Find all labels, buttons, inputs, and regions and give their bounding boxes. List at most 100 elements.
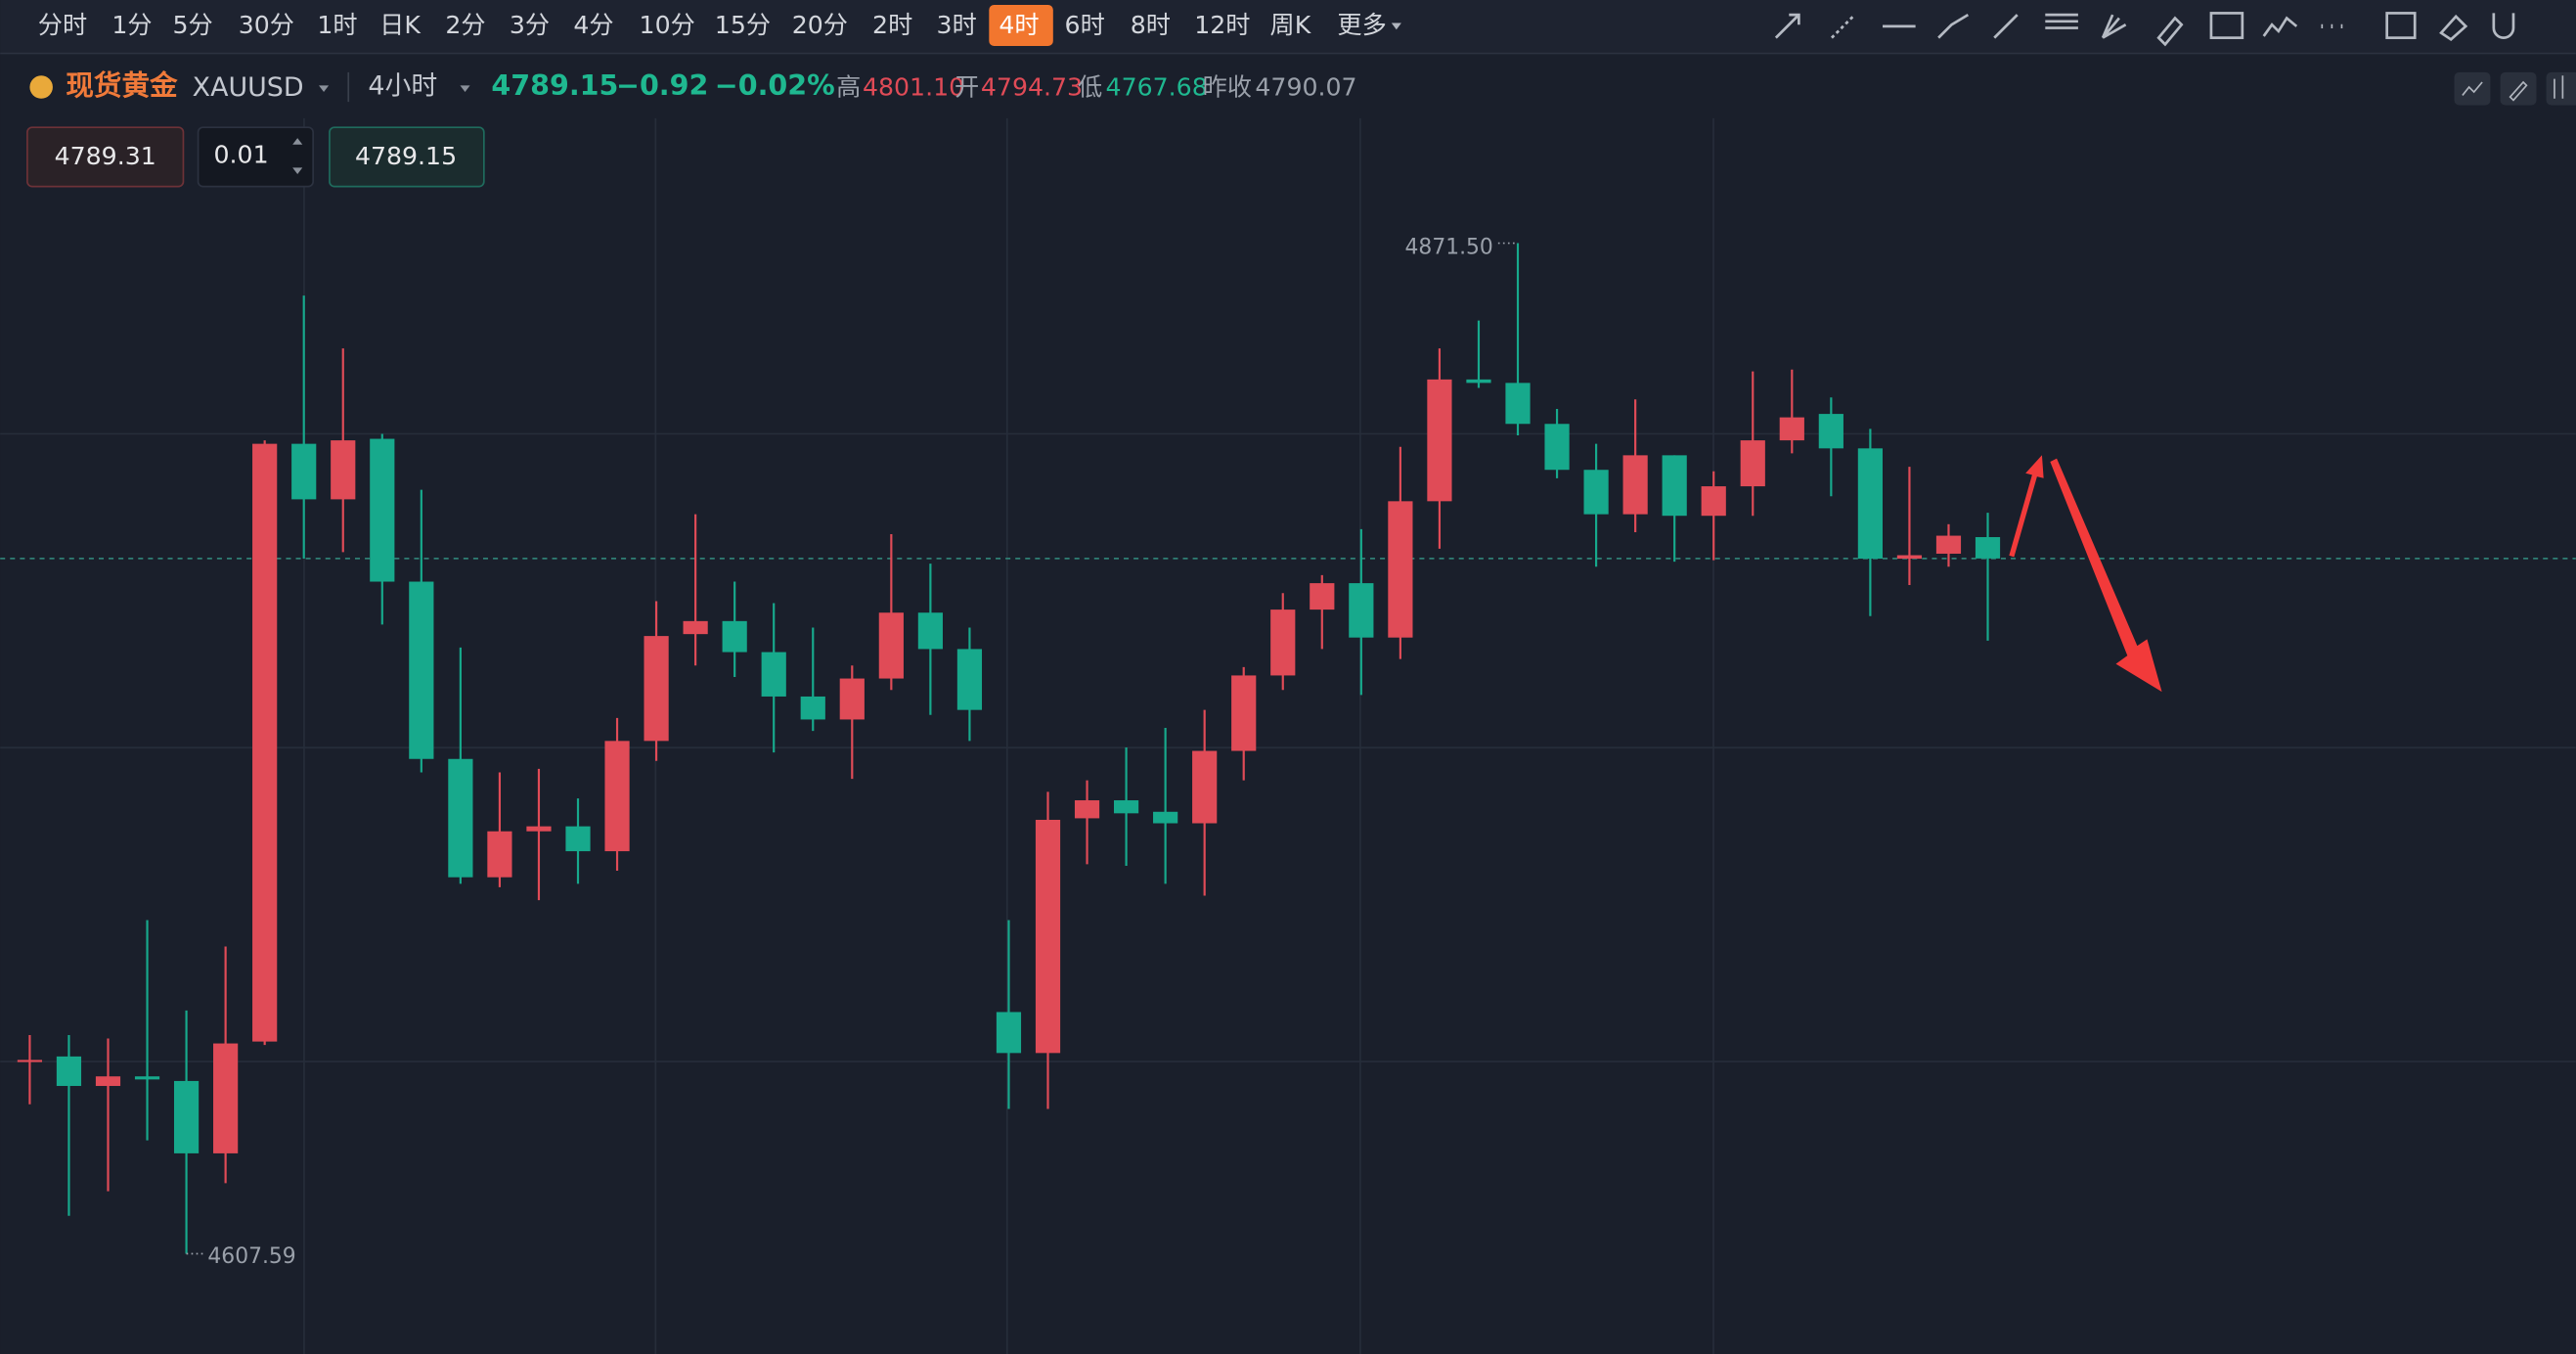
candle-body — [1662, 455, 1687, 517]
candle-body — [1857, 448, 1883, 560]
candle-body — [487, 831, 512, 878]
tool-icon[interactable] — [1937, 13, 1970, 39]
timeframe-tab[interactable]: 12时 — [1194, 11, 1250, 39]
candle-body — [291, 443, 317, 500]
interval[interactable]: 4小时 — [368, 71, 437, 102]
candle-body — [1231, 675, 1257, 751]
candle-body — [1388, 501, 1413, 638]
timeframe-tab[interactable]: 8时 — [1131, 11, 1171, 39]
more-tab[interactable]: 更多 — [1337, 11, 1386, 39]
candle-body — [1622, 455, 1648, 515]
qty: 0.01 — [214, 141, 269, 169]
candle-body — [1113, 800, 1139, 814]
instrument-name: 现货黄金 — [66, 68, 178, 102]
timeframe-tab[interactable]: 30分 — [239, 11, 294, 39]
tool-icon[interactable] — [2209, 12, 2244, 39]
candle-body — [173, 1080, 200, 1153]
candle-body — [526, 826, 552, 832]
candle-body — [331, 440, 356, 500]
tool-icon[interactable] — [2492, 13, 2515, 39]
arrows — [2009, 455, 2162, 693]
candle-body — [644, 636, 669, 742]
qty-input[interactable] — [197, 126, 314, 188]
candle-body — [1349, 583, 1374, 638]
timeframe-tab[interactable]: 3时 — [937, 11, 977, 39]
tool-icon[interactable] — [2385, 12, 2417, 39]
change-pct: −0.02% — [715, 68, 835, 102]
candle-body — [1935, 535, 1962, 554]
tool-icon[interactable] — [2439, 14, 2468, 42]
symbol[interactable]: XAUUSD — [193, 72, 304, 103]
tool-button[interactable] — [2546, 71, 2576, 106]
timeframe-tab[interactable]: 日K — [379, 11, 422, 39]
dropdown-icon — [460, 85, 470, 93]
low-value: 4767.68 — [1106, 73, 1208, 102]
timeframe-tab[interactable]: 1分 — [111, 11, 152, 39]
timeframe-tab[interactable]: 2时 — [872, 11, 912, 39]
low-label: 低 — [1078, 73, 1102, 102]
candle-body — [683, 620, 708, 635]
change: −0.92 — [616, 68, 708, 102]
candle-body — [17, 1060, 43, 1062]
candle-body — [1505, 383, 1531, 425]
gold-icon — [29, 75, 53, 99]
candle-body — [917, 612, 943, 650]
tool-icon — [2509, 80, 2528, 102]
tool-icon[interactable] — [2101, 14, 2127, 39]
timeframe-tab[interactable]: 3分 — [510, 11, 550, 39]
candle-body — [252, 443, 278, 1042]
candle-body — [1818, 414, 1843, 449]
candle-body — [1896, 555, 1923, 560]
timeframe-tab[interactable]: 4时 — [999, 11, 1039, 39]
candle-body — [722, 620, 747, 653]
timeframe-tab[interactable]: 5分 — [173, 11, 213, 39]
tool-icon[interactable] — [2262, 16, 2298, 37]
candle-body — [95, 1076, 121, 1087]
candle-body — [409, 581, 434, 759]
timeframe-tab[interactable]: 4分 — [573, 11, 613, 39]
timeframe-tab[interactable]: 2分 — [445, 11, 485, 39]
candle-body — [878, 612, 904, 679]
candle-body — [1270, 609, 1296, 676]
candle-body — [761, 652, 786, 697]
timeframe-tab[interactable]: 10分 — [640, 11, 695, 39]
candle-body — [1544, 424, 1570, 471]
candle-body — [134, 1076, 160, 1080]
high-value: 4801.10 — [863, 73, 964, 102]
candle-body — [1427, 379, 1452, 502]
candle-body — [1740, 440, 1765, 487]
buy-price: 4789.15 — [355, 142, 457, 170]
open-value: 4794.73 — [981, 73, 1083, 102]
candle-body — [1466, 379, 1491, 384]
min-label: 4607.59 — [207, 1244, 295, 1269]
tool-button[interactable] — [2454, 71, 2491, 106]
candle-body — [1192, 750, 1218, 824]
tool-icon[interactable] — [2045, 13, 2078, 29]
tool-icon[interactable] — [1993, 14, 2019, 39]
tool-icon[interactable] — [1774, 13, 1800, 39]
toolbar — [0, 0, 2576, 53]
timeframe-tab[interactable]: 15分 — [715, 11, 771, 39]
buy-button[interactable] — [329, 126, 485, 188]
arrow-up — [2009, 455, 2044, 558]
candle-body — [604, 741, 630, 852]
timeframe-tab[interactable]: 分时 — [38, 11, 87, 39]
tool-icon[interactable] — [1831, 14, 1856, 39]
candle-body — [1583, 470, 1609, 515]
tool-icon[interactable] — [2156, 16, 2184, 47]
dropdown-icon — [319, 85, 330, 93]
candle-body — [800, 696, 825, 720]
timeframe-tab[interactable]: 1时 — [317, 11, 357, 39]
candle-body — [1779, 417, 1804, 441]
candle-body — [1701, 486, 1726, 517]
sell-button[interactable] — [26, 126, 185, 188]
timeframe-tab[interactable]: 20分 — [792, 11, 848, 39]
dropdown-icon — [1391, 23, 1401, 30]
arrow-down — [2050, 458, 2162, 693]
active-tab — [989, 5, 1053, 47]
timeframe-tab[interactable]: 6时 — [1065, 11, 1105, 39]
timeframe-tab[interactable]: 周K — [1270, 11, 1312, 39]
prev-close-value: 4790.07 — [1255, 73, 1356, 102]
